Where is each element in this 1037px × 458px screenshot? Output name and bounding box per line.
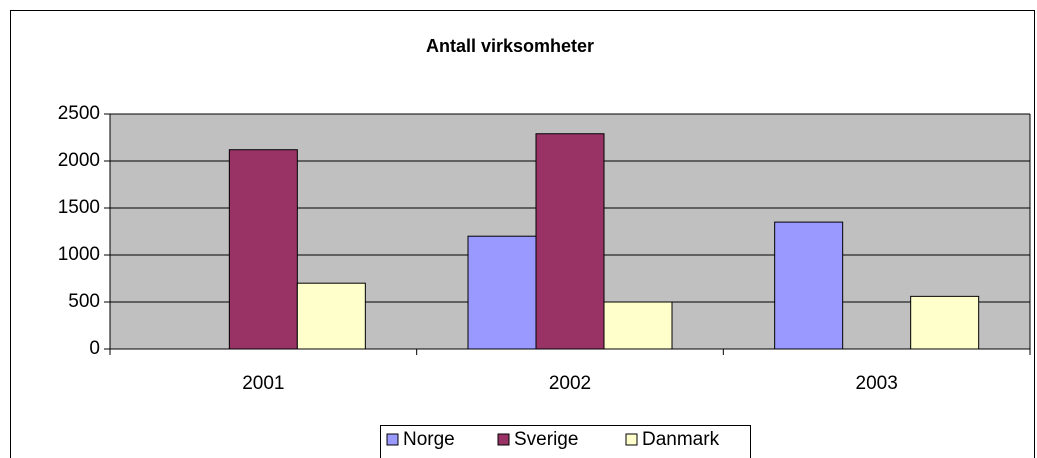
bar (535, 133, 605, 350)
x-tick-label: 2002 (549, 373, 591, 394)
y-tick-label: 2500 (58, 103, 100, 124)
legend-swatch (625, 433, 638, 446)
bar (603, 301, 673, 350)
legend-label: Norge (403, 429, 455, 450)
bar (910, 295, 980, 350)
legend-label: Sverige (514, 429, 578, 450)
legend-swatch (386, 433, 399, 446)
y-tick-label: 0 (89, 338, 100, 359)
bar (296, 282, 366, 350)
legend-label: Danmark (642, 429, 720, 450)
y-tick-label: 500 (68, 291, 100, 312)
y-tick-label: 1000 (58, 244, 100, 265)
bar (774, 221, 844, 350)
legend-box (380, 425, 751, 458)
chart-title: Antall virksomheter (426, 36, 594, 56)
y-tick-label: 1500 (58, 197, 100, 218)
y-tick-label: 2000 (58, 150, 100, 171)
x-tick-label: 2003 (856, 373, 898, 394)
x-tick-label: 2001 (242, 373, 284, 394)
bar (228, 149, 298, 350)
bar (467, 235, 537, 350)
legend-swatch (497, 433, 510, 446)
